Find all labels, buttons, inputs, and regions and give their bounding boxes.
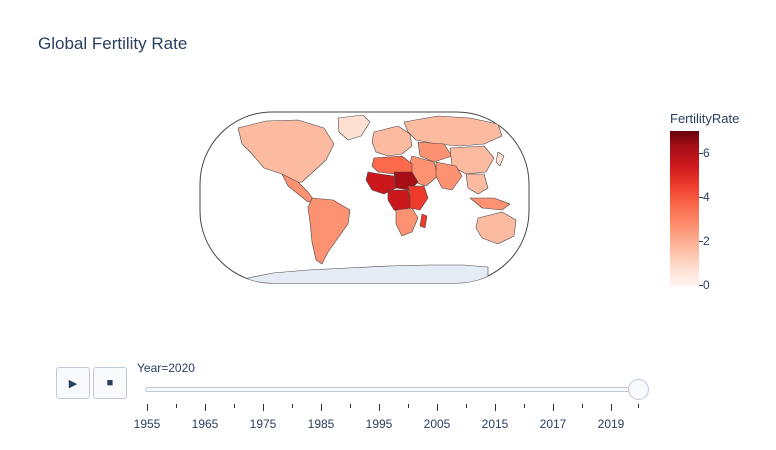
slider-tick-label[interactable]: 1975 [249,417,277,431]
region-southeast-asia[interactable] [465,173,489,195]
chart-title: Global Fertility Rate [38,34,188,53]
slider-tick-major [205,404,206,411]
slider-tick-minor [292,404,293,408]
slider-tick-label[interactable]: 1955 [133,417,161,431]
slider-tick-minor [638,404,639,408]
stop-icon: ■ [106,377,114,389]
year-slider-track[interactable] [145,387,642,392]
slider-tick-minor [234,404,235,408]
colorbar-tickmark [699,241,703,242]
slider-tick-minor [350,404,351,408]
slider-tick-minor [176,404,177,408]
region-south-america[interactable] [307,197,351,265]
play-button[interactable]: ▶ [56,367,90,399]
year-slider-handle[interactable] [628,379,649,400]
slider-tick-major [321,404,322,411]
region-japan[interactable] [495,151,505,167]
slider-tick-major [553,404,554,411]
stop-button[interactable]: ■ [93,367,127,399]
colorbar-tick-label: 0 [703,278,710,292]
region-russia[interactable] [403,115,503,147]
slider-tick-label[interactable]: 1965 [191,417,219,431]
colorbar [670,131,699,286]
slider-tick-minor [582,404,583,408]
region-antarctica[interactable] [247,264,489,286]
slider-tick-minor [408,404,409,408]
slider-tick-minor [466,404,467,408]
slider-tick-major [437,404,438,411]
slider-tick-label[interactable]: 2015 [481,417,509,431]
slider-tick-major [379,404,380,411]
slider-tick-major [263,404,264,411]
choropleth-map[interactable] [198,110,531,286]
region-southern-africa[interactable] [395,207,419,237]
region-madagascar[interactable] [419,213,428,229]
slider-tick-label[interactable]: 1995 [365,417,393,431]
region-east-africa[interactable] [407,185,429,211]
slider-tick-label[interactable]: 1985 [307,417,335,431]
colorbar-tickmark [699,285,703,286]
region-europe[interactable] [371,125,413,157]
region-central-asia[interactable] [417,141,453,163]
colorbar-tickmark [699,197,703,198]
slider-tick-major [611,404,612,411]
slider-tick-major [495,404,496,411]
colorbar-tick-label: 4 [703,190,710,204]
region-australia[interactable] [475,211,517,245]
slider-tick-minor [524,404,525,408]
slider-current-value-label: Year=2020 [137,361,195,375]
slider-tick-label[interactable]: 2005 [423,417,451,431]
colorbar-title: FertilityRate [670,111,740,126]
play-icon: ▶ [68,377,78,390]
colorbar-tickmark [699,153,703,154]
slider-tick-label[interactable]: 2019 [597,417,625,431]
region-indonesia[interactable] [469,197,511,211]
region-north-america[interactable] [237,119,335,185]
slider-tick-major [147,404,148,411]
world-map-svg [199,111,530,286]
colorbar-tick-label: 2 [703,234,710,248]
colorbar-tick-label: 6 [703,146,710,160]
region-south-asia[interactable] [435,161,463,191]
slider-tick-label[interactable]: 2017 [539,417,567,431]
region-greenland[interactable] [337,114,371,141]
